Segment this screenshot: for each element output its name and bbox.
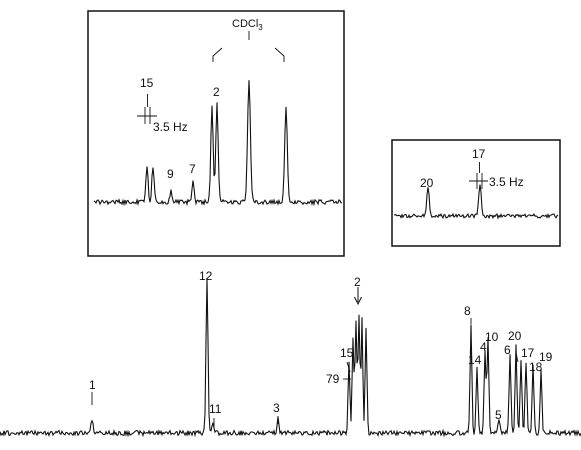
inset-2-frame [391,139,561,247]
inset-2-coupling-marker [469,162,488,189]
peak-label-19: 19 [539,350,553,364]
inset-1-peak-label-7: 7 [189,162,196,176]
peak-label-15: 15 [340,346,354,360]
peak-label-17: 17 [521,346,535,360]
arrow-peak-2 [354,287,362,306]
inset-1-solvent-bracket [212,31,285,62]
inset-2-coupling-label: 3.5 Hz [489,175,524,189]
main-leader-lines [91,285,519,428]
inset-2-trace [393,184,559,220]
peak-label-18: 18 [529,360,543,374]
peak-label-79: 79 [326,372,340,386]
inset-1-peak-label-9: 9 [167,167,174,181]
inset-1-coupling-marker [137,94,157,124]
inset-1-frame [87,10,345,257]
peak-label-12: 12 [199,269,213,283]
peak-label-3: 3 [273,401,280,415]
leader-line-20 [515,352,519,363]
inset-2-peak-label-20: 20 [420,176,434,190]
main-peak-labels: 1 12 11 3 2 15 79 8 14 4 10 5 6 20 17 18… [89,269,553,422]
inset-1-coupling-label: 3.5 Hz [153,120,188,134]
peak-label-20: 20 [508,329,522,343]
inset-2-labels: 20 17 3.5 Hz [420,147,524,190]
leader-line-15 [346,361,351,373]
inset-1-peak-label-15: 15 [140,76,154,90]
inset-1-trace [93,80,343,207]
inset-1-peak-label-2: 2 [213,85,220,99]
peak-label-6: 6 [504,343,511,357]
peak-label-14: 14 [468,353,482,367]
peak-label-1: 1 [89,378,96,392]
peak-label-5: 5 [495,408,502,422]
inset-1-labels: 15 3.5 Hz 9 7 2 [140,76,220,181]
peak-label-4: 4 [480,340,487,354]
peak-label-2: 2 [354,275,361,289]
inset-2-peak-label-17: 17 [472,147,486,161]
main-spectrum-trace [0,277,581,438]
peak-label-8: 8 [464,304,471,318]
peak-label-11: 11 [209,402,222,416]
inset-1-solvent-label: CDCl3 [232,18,263,32]
solvent-bracket-arms [212,47,285,62]
peak-label-10: 10 [485,330,499,344]
